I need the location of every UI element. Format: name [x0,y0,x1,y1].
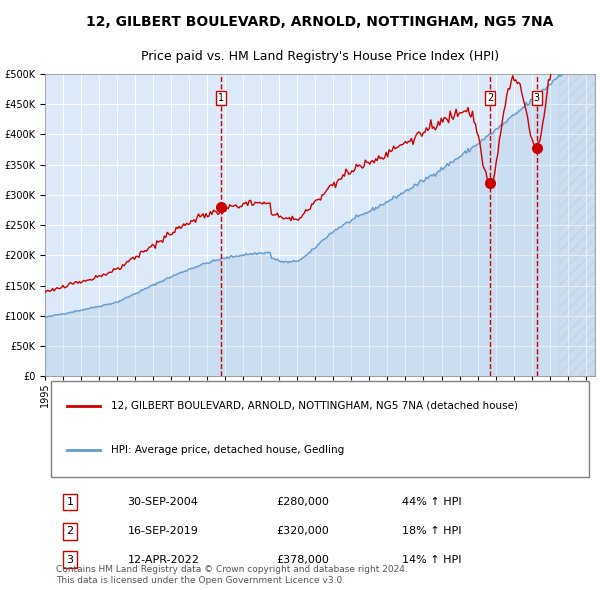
Text: 44% ↑ HPI: 44% ↑ HPI [403,497,462,507]
Text: 12, GILBERT BOULEVARD, ARNOLD, NOTTINGHAM, NG5 7NA (detached house): 12, GILBERT BOULEVARD, ARNOLD, NOTTINGHA… [111,401,518,411]
Text: 2: 2 [67,526,73,536]
Text: 14% ↑ HPI: 14% ↑ HPI [403,555,462,565]
Text: £378,000: £378,000 [276,555,329,565]
Text: 1: 1 [67,497,73,507]
Text: Contains HM Land Registry data © Crown copyright and database right 2024.
This d: Contains HM Land Registry data © Crown c… [56,565,408,585]
FancyBboxPatch shape [50,381,589,477]
Text: 12, GILBERT BOULEVARD, ARNOLD, NOTTINGHAM, NG5 7NA: 12, GILBERT BOULEVARD, ARNOLD, NOTTINGHA… [86,15,554,29]
Text: 1: 1 [218,93,224,103]
Text: 3: 3 [533,93,539,103]
Text: HPI: Average price, detached house, Gedling: HPI: Average price, detached house, Gedl… [111,445,344,455]
Text: £320,000: £320,000 [276,526,329,536]
Text: 18% ↑ HPI: 18% ↑ HPI [403,526,462,536]
Text: 12-APR-2022: 12-APR-2022 [128,555,199,565]
Text: 3: 3 [67,555,73,565]
Text: £280,000: £280,000 [276,497,329,507]
Text: Price paid vs. HM Land Registry's House Price Index (HPI): Price paid vs. HM Land Registry's House … [141,50,499,63]
Text: 16-SEP-2019: 16-SEP-2019 [128,526,199,536]
Text: 30-SEP-2004: 30-SEP-2004 [128,497,199,507]
Text: 2: 2 [487,93,493,103]
